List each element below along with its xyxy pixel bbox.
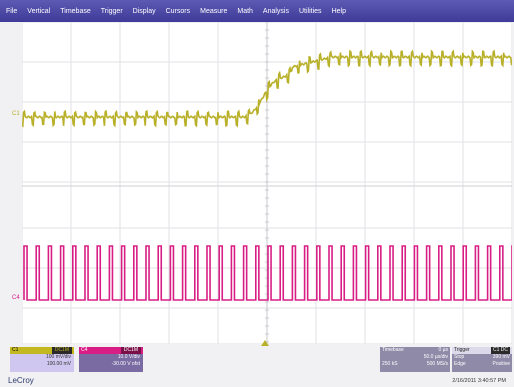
c4-waveform xyxy=(23,245,512,301)
c4-trace-marker: C4 xyxy=(12,295,20,301)
timebase-scale: 50.0 µs/div xyxy=(423,354,448,360)
menu-display[interactable]: Display xyxy=(132,7,156,15)
c4-coupling-tag: DC1M xyxy=(120,347,141,354)
c1-offset: 100.00 mV xyxy=(46,361,71,367)
channel-1-descriptor[interactable]: C1 DC1M 100 mV/div 100.00 mV xyxy=(10,347,74,372)
trigger-type: Edge xyxy=(454,361,466,367)
c1-vdiv: 100 mV/div xyxy=(45,354,71,360)
timestamp: 2/16/2011 3:40:57 PM xyxy=(452,378,506,384)
c1-name: C1 xyxy=(12,347,19,353)
trigger-slope: Positive xyxy=(492,361,510,367)
timebase-rate: 500 MS/s xyxy=(426,361,448,367)
trigger-position-marker xyxy=(261,340,269,346)
channel-4-descriptor[interactable]: C4 DC1M 10.0 V/div -30.00 V ofst xyxy=(79,347,143,372)
trigger-label: Trigger xyxy=(454,347,470,353)
timebase-samples: 250 kS xyxy=(382,361,398,367)
menu-help[interactable]: Help xyxy=(331,7,346,15)
c4-name: C4 xyxy=(81,347,88,353)
timebase-label: Timebase xyxy=(382,347,404,353)
menu-file[interactable]: File xyxy=(6,7,18,15)
menu-timebase[interactable]: Timebase xyxy=(60,7,91,15)
scope-display xyxy=(22,22,512,344)
trigger-level: 390 mV xyxy=(492,354,510,360)
timebase-descriptor[interactable]: Timebase 0 µs 50.0 µs/div 250 kS 500 MS/… xyxy=(380,347,450,372)
lecroy-logo: LeCroy xyxy=(8,376,34,385)
c1-coupling-tag: DC1M xyxy=(51,347,72,354)
c4-offset: -30.00 V ofst xyxy=(111,361,140,367)
left-margin xyxy=(0,22,22,344)
menu-bar: File Vertical Timebase Trigger Display C… xyxy=(0,0,514,22)
c1-trace-marker: C1 xyxy=(12,111,20,117)
c1-waveform xyxy=(22,49,512,128)
menu-vertical[interactable]: Vertical xyxy=(27,7,51,15)
menu-math[interactable]: Math xyxy=(237,7,253,15)
timebase-delay: 0 µs xyxy=(438,347,448,353)
menu-measure[interactable]: Measure xyxy=(200,7,228,15)
menu-trigger[interactable]: Trigger xyxy=(100,7,123,15)
trigger-mode: Stop xyxy=(454,354,465,360)
trigger-descriptor[interactable]: Trigger C1 DC Stop 390 mV Edge Positive xyxy=(452,347,512,372)
menu-analysis[interactable]: Analysis xyxy=(262,7,289,15)
menu-utilities[interactable]: Utilities xyxy=(299,7,322,15)
c4-vdiv: 10.0 V/div xyxy=(117,354,140,360)
trigger-source-tag: C1 DC xyxy=(490,347,510,354)
waveform-grid[interactable] xyxy=(22,22,512,344)
menu-cursors[interactable]: Cursors xyxy=(165,7,191,15)
